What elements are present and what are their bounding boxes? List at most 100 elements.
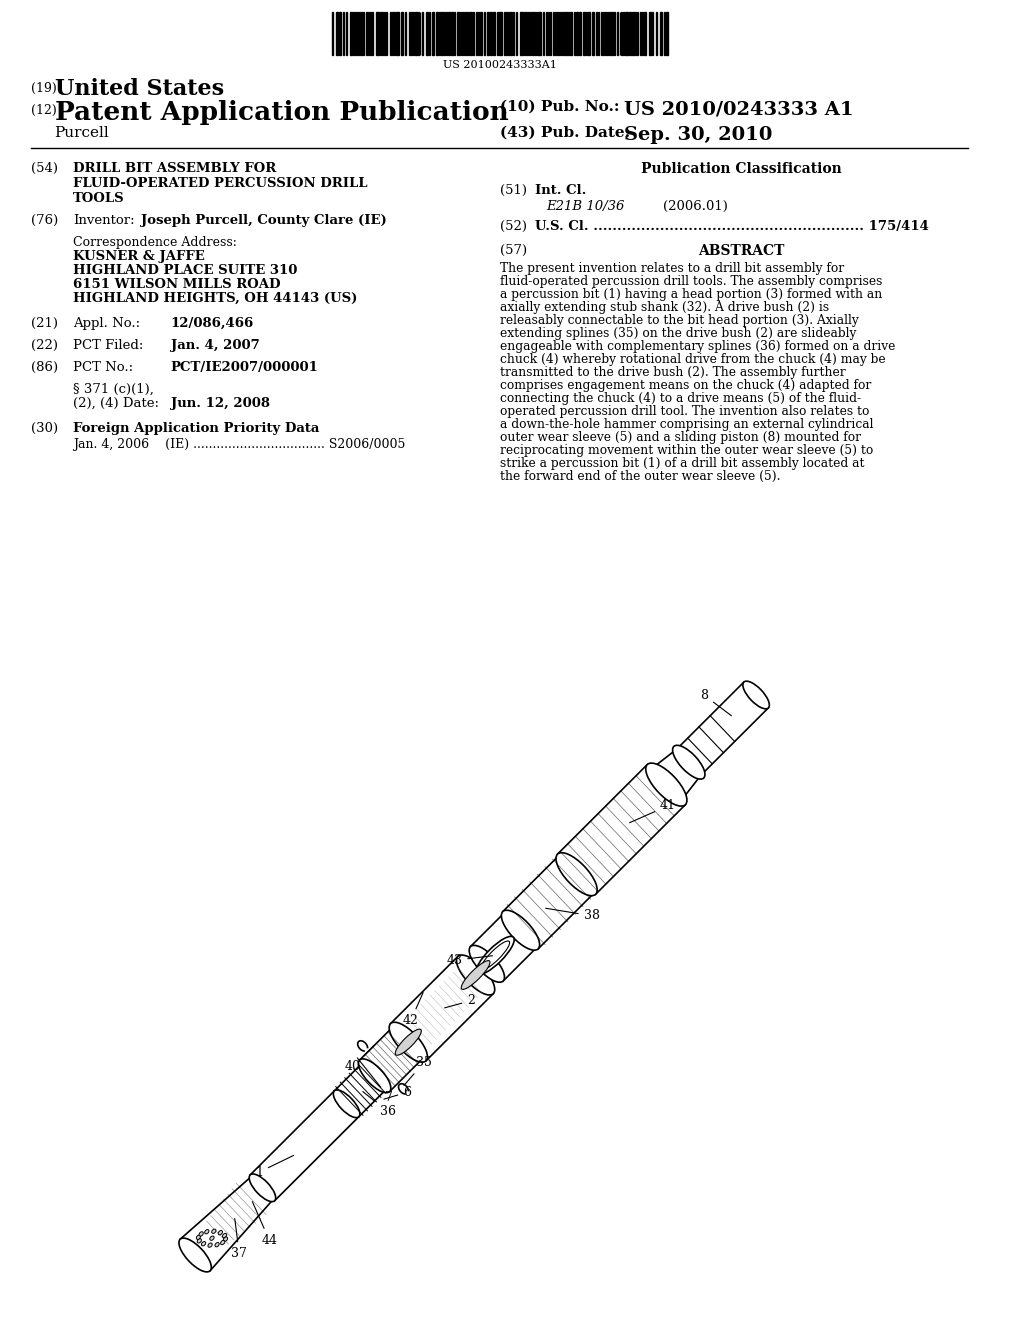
Text: TOOLS: TOOLS bbox=[73, 191, 125, 205]
Text: 6151 WILSON MILLS ROAD: 6151 WILSON MILLS ROAD bbox=[73, 279, 281, 290]
Text: operated percussion drill tool. The invention also relates to: operated percussion drill tool. The inve… bbox=[500, 405, 869, 418]
Bar bbox=[447, 12, 450, 55]
Bar bbox=[470, 12, 472, 55]
Text: (19): (19) bbox=[31, 82, 57, 95]
Ellipse shape bbox=[212, 1229, 216, 1233]
Ellipse shape bbox=[673, 746, 705, 779]
Text: DRILL BIT ASSEMBLY FOR: DRILL BIT ASSEMBLY FOR bbox=[73, 162, 276, 176]
Bar bbox=[531, 12, 534, 55]
Text: releasably connectable to the bit head portion (3). Axially: releasably connectable to the bit head p… bbox=[500, 314, 858, 327]
Bar bbox=[493, 12, 495, 55]
Ellipse shape bbox=[215, 1242, 219, 1247]
Text: (30): (30) bbox=[31, 422, 58, 436]
Text: (57): (57) bbox=[500, 244, 526, 257]
Bar bbox=[520, 12, 523, 55]
Text: US 20100243333A1: US 20100243333A1 bbox=[442, 59, 556, 70]
Text: (76): (76) bbox=[31, 214, 58, 227]
Text: the forward end of the outer wear sleeve (5).: the forward end of the outer wear sleeve… bbox=[500, 470, 780, 483]
Bar bbox=[401, 12, 402, 55]
Text: 44: 44 bbox=[252, 1201, 278, 1246]
Text: strike a percussion bit (1) of a drill bit assembly located at: strike a percussion bit (1) of a drill b… bbox=[500, 457, 864, 470]
Text: FLUID-OPERATED PERCUSSION DRILL: FLUID-OPERATED PERCUSSION DRILL bbox=[73, 177, 368, 190]
Bar bbox=[432, 12, 434, 55]
Bar bbox=[415, 12, 417, 55]
Text: Appl. No.:: Appl. No.: bbox=[73, 317, 140, 330]
Polygon shape bbox=[470, 913, 537, 981]
Text: PCT Filed:: PCT Filed: bbox=[73, 339, 143, 352]
Text: reciprocating movement within the outer wear sleeve (5) to: reciprocating movement within the outer … bbox=[500, 444, 872, 457]
Text: Sep. 30, 2010: Sep. 30, 2010 bbox=[625, 125, 773, 144]
Polygon shape bbox=[503, 855, 594, 949]
Ellipse shape bbox=[197, 1236, 201, 1239]
Text: U.S. Cl. ......................................................... 175/414: U.S. Cl. ...............................… bbox=[535, 220, 929, 234]
Text: a down-the-hole hammer comprising an external cylindrical: a down-the-hole hammer comprising an ext… bbox=[500, 418, 873, 432]
Text: extending splines (35) on the drive bush (2) are slideably: extending splines (35) on the drive bush… bbox=[500, 327, 856, 341]
Text: § 371 (c)(1),: § 371 (c)(1), bbox=[73, 383, 154, 396]
Text: PCT/IE2007/000001: PCT/IE2007/000001 bbox=[171, 360, 318, 374]
Ellipse shape bbox=[389, 1022, 427, 1063]
Text: Purcell: Purcell bbox=[54, 125, 110, 140]
Text: axially extending stub shank (32). A drive bush (2) is: axially extending stub shank (32). A dri… bbox=[500, 301, 828, 314]
Ellipse shape bbox=[249, 1173, 275, 1201]
Text: a percussion bit (1) having a head portion (3) formed with an: a percussion bit (1) having a head porti… bbox=[500, 288, 882, 301]
Text: HIGHLAND HEIGHTS, OH 44143 (US): HIGHLAND HEIGHTS, OH 44143 (US) bbox=[73, 292, 357, 305]
Text: The present invention relates to a drill bit assembly for: The present invention relates to a drill… bbox=[500, 261, 844, 275]
Text: Inventor:: Inventor: bbox=[73, 214, 135, 227]
Text: US 2010/0243333 A1: US 2010/0243333 A1 bbox=[625, 100, 854, 117]
Text: (43) Pub. Date:: (43) Pub. Date: bbox=[500, 125, 630, 140]
Bar bbox=[569, 12, 571, 55]
Ellipse shape bbox=[223, 1237, 227, 1241]
Bar bbox=[630, 12, 631, 55]
Bar bbox=[592, 12, 594, 55]
Text: Patent Application Publication: Patent Application Publication bbox=[54, 100, 508, 125]
Text: Jun. 12, 2008: Jun. 12, 2008 bbox=[171, 397, 269, 411]
Ellipse shape bbox=[469, 945, 505, 982]
Ellipse shape bbox=[199, 1232, 204, 1236]
Text: ABSTRACT: ABSTRACT bbox=[698, 244, 784, 257]
Ellipse shape bbox=[202, 1242, 206, 1246]
Text: (10) Pub. No.:: (10) Pub. No.: bbox=[500, 100, 620, 114]
Text: Publication Classification: Publication Classification bbox=[641, 162, 842, 176]
Text: 40: 40 bbox=[344, 1045, 375, 1073]
Bar bbox=[510, 12, 512, 55]
Polygon shape bbox=[359, 1027, 423, 1092]
Ellipse shape bbox=[222, 1233, 226, 1238]
Text: (21): (21) bbox=[31, 317, 58, 330]
Polygon shape bbox=[334, 1063, 387, 1117]
Bar bbox=[480, 12, 482, 55]
Bar bbox=[457, 12, 459, 55]
Bar bbox=[632, 12, 634, 55]
Bar bbox=[426, 12, 428, 55]
Bar bbox=[336, 12, 338, 55]
Polygon shape bbox=[390, 957, 494, 1061]
Bar bbox=[396, 12, 399, 55]
Text: 36: 36 bbox=[362, 1092, 396, 1118]
Text: 38: 38 bbox=[546, 908, 600, 923]
Text: 7: 7 bbox=[357, 1057, 393, 1105]
Text: chuck (4) whereby rotational drive from the chuck (4) may be: chuck (4) whereby rotational drive from … bbox=[500, 352, 885, 366]
Bar bbox=[667, 12, 669, 55]
Bar bbox=[610, 12, 612, 55]
Polygon shape bbox=[677, 682, 768, 775]
Bar bbox=[575, 12, 578, 55]
Polygon shape bbox=[250, 1090, 358, 1201]
Text: 35: 35 bbox=[403, 1056, 432, 1085]
Bar bbox=[649, 12, 650, 55]
Text: 6: 6 bbox=[384, 1085, 412, 1100]
Ellipse shape bbox=[218, 1230, 222, 1234]
Ellipse shape bbox=[457, 954, 495, 995]
Bar bbox=[489, 12, 492, 55]
Text: 1: 1 bbox=[255, 1155, 294, 1179]
Bar bbox=[659, 12, 663, 55]
Bar bbox=[565, 12, 567, 55]
Bar bbox=[350, 12, 352, 55]
Text: 2: 2 bbox=[444, 994, 475, 1008]
Bar bbox=[460, 12, 462, 55]
Text: Jan. 4, 2006    (IE) .................................. S2006/0005: Jan. 4, 2006 (IE) ......................… bbox=[73, 438, 406, 451]
Bar bbox=[626, 12, 629, 55]
Bar bbox=[451, 12, 453, 55]
Text: connecting the chuck (4) to a drive means (5) of the fluid-: connecting the chuck (4) to a drive mean… bbox=[500, 392, 860, 405]
Ellipse shape bbox=[556, 853, 597, 896]
Ellipse shape bbox=[358, 1059, 391, 1093]
Bar bbox=[441, 12, 443, 55]
